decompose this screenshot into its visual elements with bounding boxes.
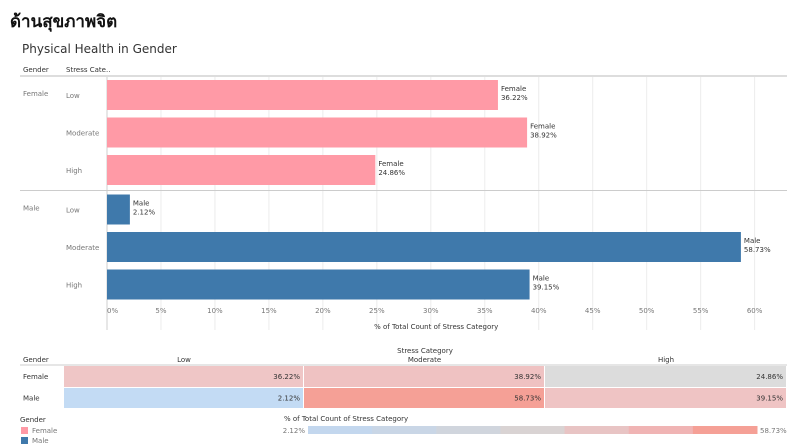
color-scale-segment (692, 426, 758, 434)
data-label-value: 2.12% (133, 209, 156, 217)
bar-chart: Gender Stress Cate.. 0% 5% 10% 15% 20% 25% 30% 35… (20, 66, 787, 331)
category-label: Moderate (66, 130, 99, 138)
column-label-moderate: Moderate (408, 356, 441, 364)
chart-title: Physical Health in Gender (22, 42, 177, 56)
heat-cell (304, 366, 544, 387)
legend-swatch-male (21, 437, 28, 444)
category-label: Moderate (66, 244, 99, 252)
row-label-female: Female (23, 373, 48, 381)
x-tick-label: 15% (261, 307, 277, 315)
group-label-female: Female (23, 90, 48, 98)
color-scale-max: 58.73% (760, 427, 787, 435)
category-label: Low (66, 92, 80, 100)
heat-cell (64, 366, 303, 387)
data-label-value: 36.22% (501, 94, 528, 102)
group-label-male: Male (23, 205, 40, 213)
x-tick-label: 40% (531, 307, 547, 315)
x-tick-label: 50% (639, 307, 655, 315)
bar-female-moderate (107, 117, 528, 148)
data-label-value: 58.73% (744, 246, 771, 254)
category-label: High (66, 167, 82, 175)
heat-cell-value: 39.15% (756, 395, 783, 403)
bar-male-low (107, 194, 130, 225)
color-scale-segment (564, 426, 630, 434)
data-label-value: 24.86% (378, 169, 405, 177)
row-header-stress: Stress Cate.. (66, 66, 110, 74)
x-tick-label: 0% (107, 307, 118, 315)
heat-cell-value: 2.12% (278, 395, 301, 403)
heat-cell (545, 366, 786, 387)
x-axis-title: % of Total Count of Stress Category (374, 323, 498, 331)
data-label-gender: Female (501, 85, 526, 93)
category-label: High (66, 282, 82, 290)
x-tick-label: 30% (423, 307, 439, 315)
page-title: ด้านสุขภาพจิต (10, 12, 118, 32)
column-label-high: High (658, 356, 674, 364)
row-label-male: Male (23, 395, 40, 403)
color-scale-segment (500, 426, 566, 434)
heat-cell (545, 388, 786, 408)
data-label-value: 38.92% (530, 132, 557, 140)
color-scale-segment (436, 426, 501, 434)
legend-label-male: Male (32, 437, 49, 445)
row-header-gender: Gender (23, 66, 49, 74)
color-scale-min: 2.12% (283, 427, 306, 435)
data-label-gender: Female (378, 160, 403, 168)
row-header-title: Gender (23, 356, 49, 364)
legend-label-female: Female (32, 427, 57, 435)
heat-cell (304, 388, 544, 408)
x-tick-label: 55% (693, 307, 709, 315)
x-tick-label: 20% (315, 307, 331, 315)
legend-swatch-female (21, 427, 28, 434)
x-tick-label: 10% (207, 307, 223, 315)
bar-male-high (107, 269, 530, 300)
data-label-value: 39.15% (533, 284, 560, 292)
heat-cell-value: 24.86% (756, 373, 783, 381)
column-header-title: Stress Category (397, 347, 453, 355)
x-tick-label: 60% (747, 307, 763, 315)
column-label-low: Low (177, 356, 191, 364)
x-tick-label: 45% (585, 307, 601, 315)
data-label-gender: Female (530, 123, 555, 131)
color-scale-segment (628, 426, 694, 434)
bar-male-moderate (107, 232, 741, 262)
heat-cell-value: 38.92% (514, 373, 541, 381)
bar-female-high (107, 155, 376, 185)
color-scale-segment (308, 426, 373, 434)
data-label-gender: Male (744, 237, 761, 245)
x-tick-label: 35% (477, 307, 493, 315)
data-label-gender: Male (533, 275, 550, 283)
data-label-gender: Male (133, 200, 150, 208)
category-label: Low (66, 207, 80, 215)
legend-title: Gender (20, 416, 46, 424)
heat-cell-value: 58.73% (514, 395, 541, 403)
x-tick-label: 5% (155, 307, 166, 315)
color-scale-title: % of Total Count of Stress Category (284, 415, 408, 423)
color-scale-segment (372, 426, 437, 434)
heat-cell (64, 388, 303, 408)
x-tick-label: 25% (369, 307, 385, 315)
heat-cell-value: 36.22% (273, 373, 300, 381)
bar-female-low (107, 80, 498, 110)
